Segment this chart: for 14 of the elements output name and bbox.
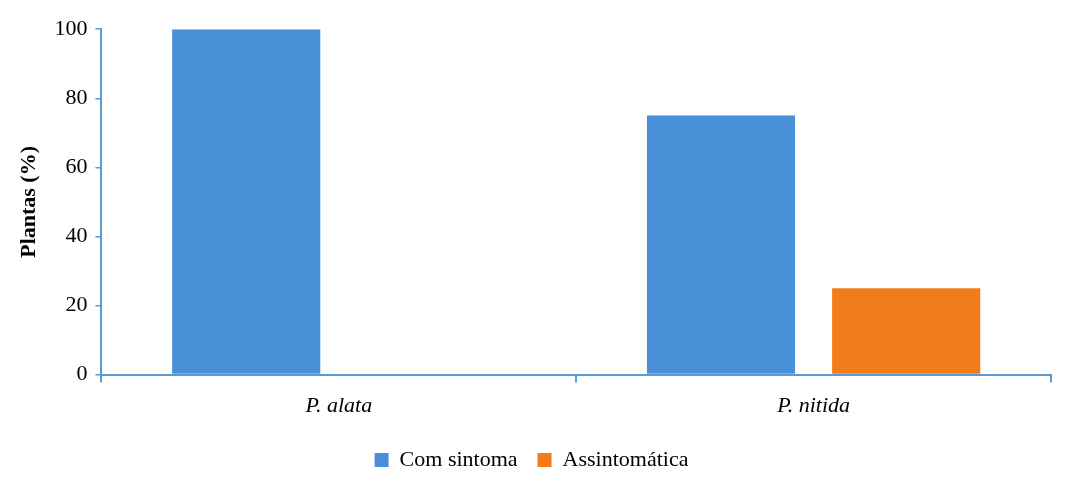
legend-label: Assintomática: [562, 445, 689, 471]
x-tick-label: P. nitida: [776, 391, 851, 417]
bar: [832, 288, 981, 374]
y-tick-label: 60: [65, 153, 88, 179]
bar: [646, 115, 796, 374]
y-tick-label: 40: [65, 222, 88, 248]
y-axis-title: Plantas (%): [14, 145, 40, 258]
y-tick-label: 0: [76, 360, 88, 386]
bar: [172, 29, 321, 374]
y-tick-label: 20: [65, 291, 88, 317]
y-tick-label: 100: [54, 14, 88, 40]
x-tick-label: P. alata: [304, 391, 373, 417]
legend-label: Com sintoma: [399, 445, 518, 471]
y-tick-label: 80: [65, 84, 88, 110]
